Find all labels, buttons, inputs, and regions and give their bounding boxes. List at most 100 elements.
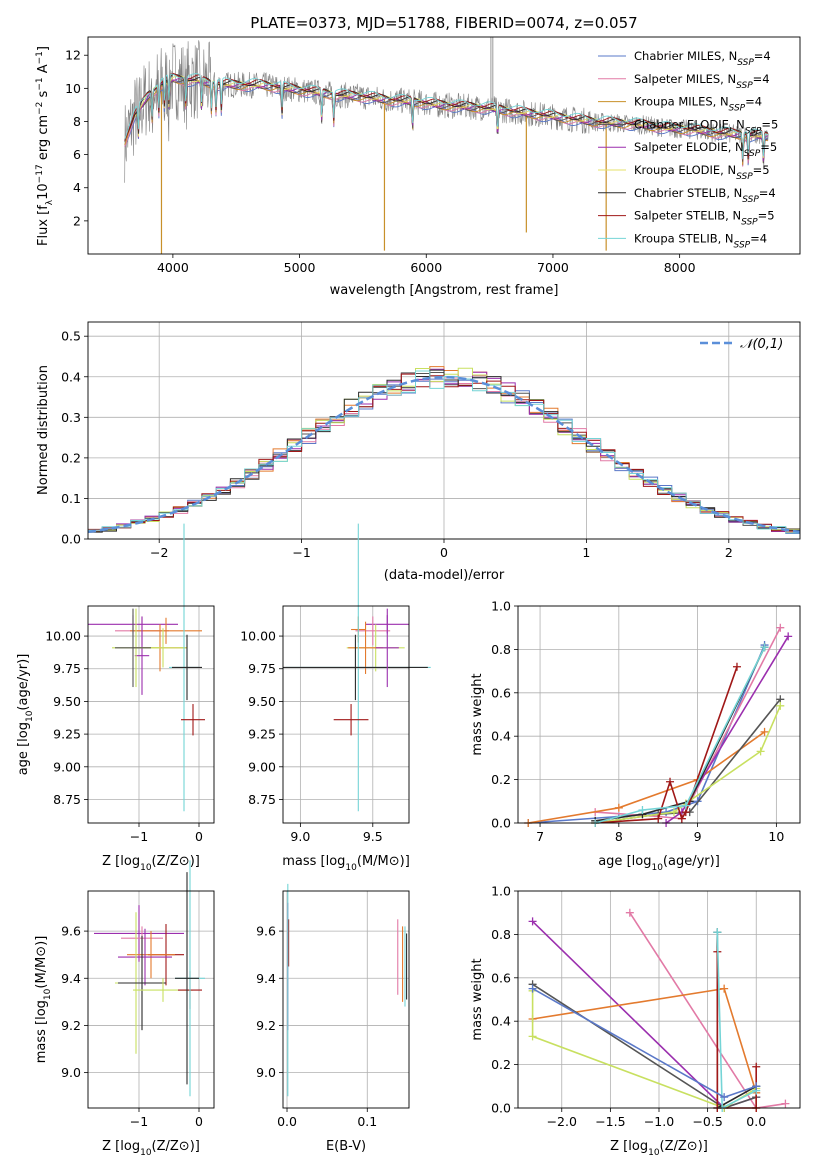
x-axis-label: wavelength [Angstrom, rest frame] <box>330 283 559 298</box>
y-tick-label: 9.2 <box>256 1018 276 1033</box>
label-part: mass weight <box>470 958 485 1040</box>
y-tick-label: 0.0 <box>491 1101 511 1116</box>
label-part: Z [ <box>610 1139 628 1154</box>
y-tick-label: 1.0 <box>491 599 511 614</box>
legend-entry: 𝒩(0,1) <box>740 337 783 352</box>
weight-marker <box>752 1082 761 1091</box>
x-tick-label: 1 <box>582 545 590 560</box>
y-tick-label: 8.75 <box>53 792 81 807</box>
y-axis-label: mass weight <box>470 673 485 755</box>
label-part: Flux [f <box>36 205 51 246</box>
y-tick-label: 0.2 <box>491 772 511 787</box>
y-axis-label: age [log10(age/yr)] <box>16 654 35 776</box>
label-part: 10 <box>140 863 152 873</box>
label-part: =4 <box>753 72 770 86</box>
y-tick-label: 0.1 <box>61 491 81 506</box>
weight-marker <box>625 908 634 917</box>
model-spectrum-line <box>124 79 769 167</box>
y-tick-label: 8.75 <box>248 792 276 807</box>
x-tick-label: −2 <box>150 545 168 560</box>
y-tick-label: 12 <box>65 48 81 63</box>
x-tick-label: 9.0 <box>290 829 310 844</box>
weight-series-line <box>716 932 757 1110</box>
legend-entry: Chabrier ELODIE, NSSP=5 <box>634 117 778 136</box>
weight-marker <box>732 662 741 671</box>
label-part: Z [ <box>102 1139 120 1154</box>
x-tick-label: −1 <box>292 545 310 560</box>
weight-vs-metallicity-panel: −2.0 −1.5 −1.0 −0.5 0.0 0.0 0.2 0.4 0.6 0.8 1.0 Z [… <box>470 884 801 1158</box>
x-tick-label: −1.0 <box>644 1114 674 1129</box>
x-tick-label: 0 <box>440 545 448 560</box>
x-tick-label: 8000 <box>664 260 696 275</box>
weight-series-line <box>532 920 757 1109</box>
y-tick-label: 0.6 <box>491 685 511 700</box>
label-part: log <box>326 854 346 869</box>
label-part: Kroupa ELODIE, N <box>634 163 736 177</box>
x-tick-label: 0.0 <box>277 1114 297 1129</box>
y-tick-label: 9.2 <box>61 1018 81 1033</box>
figure-title: PLATE=0373, MJD=51788, FIBERID=0074, z=0… <box>250 14 637 32</box>
label-part: Salpeter MILES, N <box>634 72 736 86</box>
label-part: Kroupa STELIB, N <box>634 231 734 245</box>
weight-series-line <box>716 932 757 1110</box>
label-part: s <box>36 90 51 101</box>
weight-series-line <box>594 646 766 824</box>
x-axis-label: E(B-V) <box>326 1139 366 1154</box>
y-tick-label: 8 <box>73 114 81 129</box>
axes-frame <box>517 605 801 824</box>
y-tick-label: 9.0 <box>256 1065 276 1080</box>
y-tick-label: 0.4 <box>491 1014 511 1029</box>
label-part: mass [ <box>34 1020 49 1063</box>
weight-marker <box>776 701 785 710</box>
weight-series-line <box>528 731 766 824</box>
label-part: (age/yr)] <box>16 654 31 711</box>
x-tick-label: 6000 <box>410 260 442 275</box>
y-tick-label: 0.0 <box>61 532 81 547</box>
x-axis-label: (data-model)/error <box>384 568 505 583</box>
y-tick-label: 10 <box>65 81 81 96</box>
weight-series-line <box>595 627 782 820</box>
x-tick-label: −0.5 <box>692 1114 722 1129</box>
label-part: =4 <box>745 95 762 109</box>
label-part: (Z/Z⊙)] <box>152 854 200 869</box>
x-axis-label: Z [log10(Z/Z⊙)] <box>102 1139 200 1158</box>
label-part: (Z/Z⊙)] <box>152 1139 200 1154</box>
spectrum-panel: 4000 5000 6000 7000 8000 2 4 6 8 10 12 Chabrier MIL… <box>35 36 801 298</box>
label-part: SSP <box>737 58 754 68</box>
weight-series-line <box>595 646 766 822</box>
weight-marker <box>669 808 678 817</box>
weight-marker <box>528 984 537 993</box>
label-part: 10 <box>345 863 357 873</box>
label-part: SSP <box>744 149 761 159</box>
label-part: SSP <box>736 81 753 91</box>
label-part: 10 <box>43 988 53 1000</box>
weight-series-line <box>532 987 757 1099</box>
weight-marker <box>677 814 686 823</box>
y-tick-label: 9.00 <box>53 759 81 774</box>
weight-series-line <box>532 983 757 1109</box>
x-tick-label: 10 <box>768 829 784 844</box>
label-part: log <box>628 1139 648 1154</box>
axes-frame <box>87 36 801 255</box>
x-tick-label: −1 <box>130 1114 148 1129</box>
y-tick-label: 9.50 <box>53 694 81 709</box>
y-tick-label: 0.8 <box>491 642 511 657</box>
y-tick-label: 0.8 <box>491 927 511 942</box>
label-part: A <box>36 64 51 77</box>
weight-marker <box>760 727 769 736</box>
x-tick-label: 9.5 <box>363 829 383 844</box>
weight-marker <box>781 1099 790 1108</box>
mass-vs-extinction-panel: 0.0 0.1 9.0 9.2 9.4 9.6 E(B-V) <box>256 883 410 1154</box>
label-part: erg cm <box>36 115 51 164</box>
label-part: (Z/Z⊙)] <box>660 1139 708 1154</box>
axes-frame <box>517 890 801 1109</box>
axes-frame <box>87 605 215 824</box>
y-tick-label: 0.3 <box>61 410 81 425</box>
weight-marker <box>614 803 623 812</box>
y-tick-label: 9.50 <box>248 694 276 709</box>
legend-entry: Chabrier STELIB, NSSP=4 <box>634 186 776 205</box>
label-part: SSP <box>741 218 758 228</box>
legend-entry: Kroupa STELIB, NSSP=4 <box>634 231 767 250</box>
label-part: 10 <box>651 863 663 873</box>
